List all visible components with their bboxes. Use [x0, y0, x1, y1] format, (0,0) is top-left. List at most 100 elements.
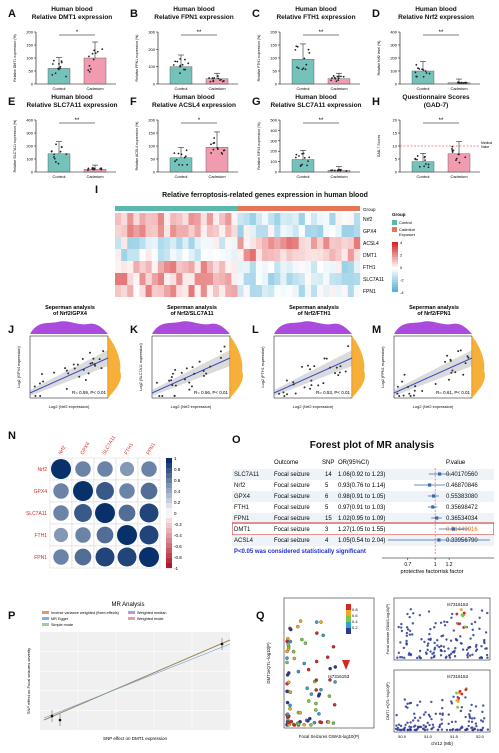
colorbar-tick: -4	[400, 290, 404, 295]
colorbar-segment	[392, 252, 398, 255]
heatmap-cell	[262, 237, 269, 249]
heatmap-cell	[213, 249, 220, 261]
p-value: 0.40170560	[446, 472, 478, 478]
data-point	[168, 379, 171, 382]
snp-point	[302, 722, 306, 727]
x-tick-label: Control	[297, 86, 310, 91]
snp-point	[327, 694, 332, 698]
snp-point	[399, 641, 402, 644]
data-point	[180, 153, 183, 156]
heatmap-cell	[206, 237, 214, 249]
x-tick-label: Control	[175, 174, 188, 179]
snp-point	[402, 728, 406, 732]
corr-circle	[96, 482, 114, 500]
heatmap-cell	[237, 237, 244, 249]
snp-point	[454, 637, 458, 641]
data-point	[467, 356, 470, 359]
snp-point	[474, 722, 478, 725]
data-point	[92, 58, 95, 61]
y-tick-label: 500	[270, 118, 277, 123]
data-point	[457, 153, 460, 156]
heatmap-row-label: ACSL4	[363, 241, 379, 247]
heatmap-cell	[145, 225, 152, 237]
snp-point	[426, 728, 429, 731]
y-axis-label: Relative ACSL4 expression (%)	[135, 122, 139, 171]
heatmap-cell	[213, 285, 220, 297]
heatmap-cell	[139, 213, 146, 225]
snp-point	[422, 728, 426, 731]
y-tick-label: 100	[270, 159, 277, 164]
panel-title: Human blood Relative SLC7A11 expression	[26, 94, 118, 109]
snp-point	[308, 716, 312, 721]
data-point	[175, 158, 178, 161]
data-point	[182, 68, 185, 71]
bar-panel-h: H Questionnaire Scores (GAD-7) 20 15 10 5 0 GAD-…	[372, 94, 492, 182]
data-point	[174, 60, 177, 63]
heatmap-cell	[249, 225, 257, 237]
y-axis-label: DMT1eQTL−log10(P)	[266, 642, 271, 684]
panel-letter: D	[372, 8, 380, 20]
data-point	[65, 387, 68, 390]
snp-point	[331, 645, 336, 649]
y-axis-label: GAD-7 Scores	[377, 134, 381, 157]
heatmap-cell	[121, 237, 128, 249]
heatmap-cell	[157, 213, 165, 225]
heatmap-cell	[157, 273, 165, 285]
colorbar-segment	[392, 282, 398, 285]
y-tick-label: 100	[390, 69, 397, 74]
snp-point	[460, 692, 464, 696]
heatmap-cell	[176, 261, 183, 273]
y-axis-label: Relative GPX4 expression (%)	[257, 122, 261, 169]
snp-point	[418, 700, 422, 703]
data-point	[310, 384, 313, 387]
snp-point	[404, 705, 408, 708]
data-point	[278, 392, 281, 395]
panel-title: Human blood Relative ACSL4 expression	[152, 94, 236, 109]
heatmap-cell	[182, 261, 189, 273]
heatmap-cell	[231, 261, 238, 273]
corr-circle	[141, 461, 157, 477]
data-point	[322, 382, 325, 385]
p-value: 0.55383080	[446, 494, 478, 500]
heatmap-cell	[249, 285, 257, 297]
legend-label: Inverse variance weighted (fixed effects…	[51, 611, 120, 615]
y-tick-label: 0	[395, 82, 398, 87]
data-point	[304, 68, 307, 71]
colorbar-segment	[392, 287, 398, 290]
heatmap-cell	[335, 249, 342, 261]
estimate-marker	[431, 494, 436, 498]
heatmap-cell	[127, 285, 134, 297]
snp-count: 5	[325, 483, 329, 489]
snp-point	[452, 651, 456, 654]
colorbar-segment	[166, 518, 172, 524]
snp-point	[430, 728, 433, 731]
heatmap-cell	[274, 225, 281, 237]
or-value: 0.93(0.76 to 1.14)	[338, 483, 385, 489]
snp-point	[444, 656, 448, 660]
significance-note: P<0.05 was considered statistically sign…	[234, 549, 366, 555]
corr-circle	[118, 504, 136, 522]
panel-letter: L	[252, 324, 259, 336]
data-point	[464, 156, 467, 159]
data-point	[294, 392, 297, 395]
panel-title: Human blood Relative FPN1 expression	[154, 6, 234, 21]
corr-circle	[119, 461, 135, 477]
heatmap-row-label: DMT1	[363, 253, 377, 259]
snp-point	[399, 655, 402, 659]
snp-point	[408, 615, 411, 619]
y-axis-label: Relative Nrf2 level (%)	[377, 41, 381, 76]
heatmap-cell	[243, 237, 250, 249]
data-point	[403, 373, 406, 376]
snp-point	[441, 698, 444, 702]
heatmap-cell	[335, 213, 342, 225]
data-point	[337, 79, 340, 82]
data-point	[402, 394, 405, 397]
legend-swatch	[392, 227, 397, 232]
data-point	[65, 153, 68, 155]
snp-point	[418, 613, 422, 617]
colorbar-tick: -0.6	[174, 544, 182, 549]
corr-circle	[97, 461, 113, 477]
y-axis-label: Log2 (SLC7A11 expression)	[139, 343, 143, 391]
mr-panel: P MR Analysis Inverse variance weighted (…	[8, 590, 238, 745]
snp-point	[400, 629, 404, 633]
